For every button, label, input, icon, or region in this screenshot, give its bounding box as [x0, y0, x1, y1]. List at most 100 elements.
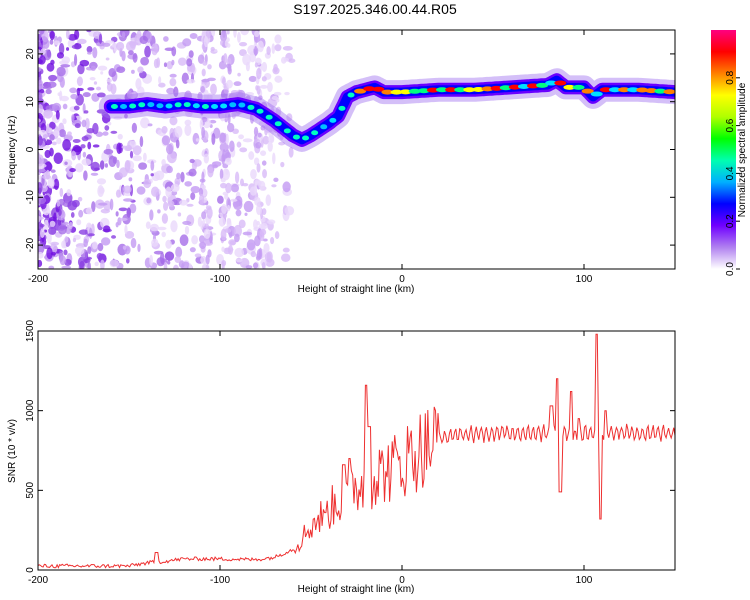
spectrogram-noise-blob	[242, 53, 251, 66]
spectrogram-noise-blob	[97, 65, 108, 71]
spectrogram-noise-blob	[38, 79, 43, 90]
spectrogram-noise-blob	[105, 57, 110, 61]
spectrogram-noise-blob	[57, 224, 67, 235]
spectrogram-noise-blob	[76, 76, 83, 87]
spectrogram-noise-blob	[167, 200, 175, 208]
spectrogram-noise-blob	[123, 185, 132, 194]
spectrogram-noise-blob	[173, 264, 179, 269]
ridge-spot	[636, 87, 649, 93]
spectrogram-noise-blob	[166, 260, 171, 265]
ridge-spot	[608, 87, 621, 93]
spectrogram-noise-blob	[223, 53, 228, 65]
spectrogram-noise-blob	[259, 84, 269, 89]
spectrogram-noise-blob	[233, 233, 240, 243]
spectrogram-noise-blob	[253, 126, 259, 137]
spectrogram-noise-blob	[280, 253, 291, 262]
spectrogram-noise-blob	[201, 126, 206, 139]
spectrogram-noise-blob	[96, 178, 107, 185]
ridge-spot	[517, 84, 530, 90]
spectrogram-noise-blob	[58, 42, 65, 55]
spectrogram-noise-blob	[226, 79, 233, 89]
spectrogram-noise-blob	[209, 119, 217, 124]
spectrogram-noise-blob	[86, 127, 95, 134]
spectrogram-noise-blob	[38, 30, 45, 35]
ridge-spot	[247, 104, 255, 110]
spectrogram-noise-blob	[76, 219, 82, 226]
spectrogram-noise-blob	[59, 95, 69, 102]
spectrogram-noise-blob	[270, 236, 275, 245]
spectrogram-noise-blob	[261, 222, 268, 230]
spectrogram-noise-blob	[225, 182, 232, 194]
spectrogram-noise-blob	[227, 204, 231, 212]
spectrogram-noise-blob	[203, 36, 209, 48]
spectrogram-noise-blob	[150, 160, 155, 171]
spectrogram-noise-blob	[282, 45, 293, 51]
spectrogram-noise-blob	[184, 181, 192, 187]
spectrogram-noise-blob	[201, 171, 205, 183]
spectrogram-noise-blob	[274, 75, 283, 83]
spectrogram-noise-blob	[170, 183, 180, 193]
spectrogram-noise-blob	[274, 44, 282, 52]
spectrogram-noise-blob	[97, 202, 108, 206]
spectrogram-noise-blob	[46, 247, 53, 260]
spectrogram-noise-blob	[79, 59, 90, 67]
spectrogram-noise-blob	[121, 50, 126, 62]
spectrogram-noise-blob	[137, 243, 141, 253]
spectrogram-noise-blob	[43, 219, 49, 229]
spectrogram-noise-blob	[280, 161, 285, 168]
spectrogram-noise-blob	[188, 50, 194, 58]
spectrogram-noise-blob	[242, 231, 253, 236]
spectrogram-noise-blob	[44, 149, 51, 159]
spectrogram-noise-blob	[220, 182, 227, 189]
spectrogram-noise-blob	[56, 66, 66, 77]
spectrogram-noise-blob	[96, 92, 106, 98]
spectrogram-noise-blob	[73, 105, 80, 111]
snr-y-ticks: 0 500 1000 1500	[25, 319, 675, 573]
spectrogram-noise-blob	[188, 168, 197, 177]
spectrogram-noise-blob	[48, 226, 57, 235]
spectrogram-noise-blob	[189, 247, 196, 253]
ridge-spot	[599, 87, 612, 93]
spectrogram-noise-blob	[147, 123, 153, 127]
spectrogram-noise-blob	[91, 201, 96, 213]
spectrogram-noise-blob	[90, 172, 99, 176]
spectrogram-noise-blob	[190, 192, 196, 200]
spectrogram-noise-blob	[86, 30, 92, 33]
spectrogram-noise-blob	[282, 247, 290, 253]
spectrogram-noise-blob	[81, 158, 92, 166]
spectrogram-noise-blob	[126, 258, 130, 264]
spectrogram-noise-blob	[75, 163, 84, 173]
ridge-spot	[110, 103, 118, 109]
ridge-spot	[120, 103, 128, 109]
spectrogram-noise-blob	[38, 251, 44, 259]
spectrogram-noise-blob	[45, 88, 52, 95]
spectrogram-noise-blob	[238, 219, 246, 229]
spectrogram-noise-blob	[264, 252, 272, 263]
spectrogram-noise-blob	[261, 76, 267, 82]
ridge-spot	[408, 88, 421, 94]
spectrogram-noise-blob	[65, 30, 70, 39]
spectrogram-noise-blob	[73, 53, 78, 66]
spectrogram-noise-blob	[62, 118, 67, 125]
spectrogram-noise-blob	[73, 146, 83, 153]
spectrogram-noise-blob	[143, 178, 152, 189]
spectrogram-noise-blob	[124, 224, 128, 235]
spectrogram-noise-blob	[177, 212, 182, 217]
spectrogram-noise-blob	[81, 135, 89, 142]
spectrogram-noise-blob	[248, 75, 257, 82]
spectrogram-noise-blob	[128, 177, 133, 182]
spectrogram-noise-blob	[56, 199, 60, 207]
spectrogram-noise-blob	[53, 130, 60, 137]
spectrogram-noise-blob	[186, 203, 194, 207]
spectrogram-noise-blob	[274, 34, 282, 44]
spectrogram-noise-blob	[83, 110, 89, 114]
spectrogram-noise-blob	[129, 140, 137, 148]
spectrogram-noise-blob	[211, 132, 216, 145]
spectrogram-noise-blob	[257, 40, 264, 53]
spectrogram-noise-blob	[38, 135, 43, 146]
spectrogram-noise-blob	[229, 140, 235, 152]
spectrogram-noise-blob	[174, 177, 181, 186]
spectrogram-noise-blob	[72, 138, 81, 143]
ridge-spot	[311, 130, 319, 136]
